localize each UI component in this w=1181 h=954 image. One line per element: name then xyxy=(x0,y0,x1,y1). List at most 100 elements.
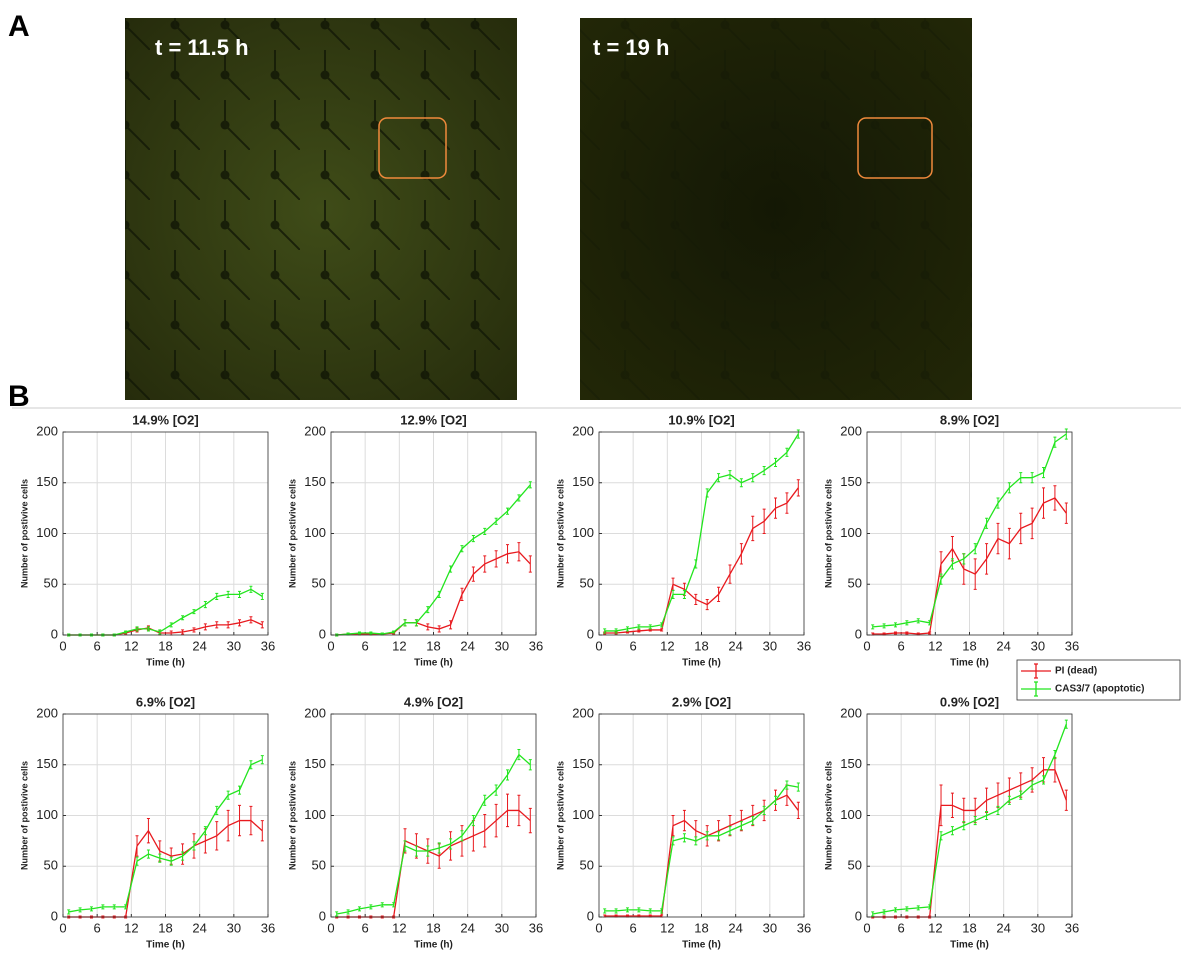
chart-title: 14.9% [O2] xyxy=(132,412,198,427)
x-tick-label: 36 xyxy=(261,920,275,935)
y-tick-label: 150 xyxy=(572,756,594,771)
chart: 0 6 12 18 24 30 36 0 50 100 150 200 14.9% [O2] Time (… xyxy=(19,412,275,668)
series-line xyxy=(872,723,1067,915)
x-tick-label: 12 xyxy=(124,638,138,653)
y-tick-label: 200 xyxy=(36,705,58,720)
error-bar xyxy=(335,911,339,917)
x-tick-label: 30 xyxy=(763,638,777,653)
chart-title: 8.9% [O2] xyxy=(940,412,999,427)
chart-title: 12.9% [O2] xyxy=(400,412,466,427)
plot-frame xyxy=(330,431,537,636)
error-bar xyxy=(871,911,875,917)
x-tick-label: 24 xyxy=(192,920,206,935)
x-tick-label: 18 xyxy=(158,920,172,935)
legend-swatch xyxy=(1021,681,1051,697)
x-axis-label: Time (h) xyxy=(682,940,721,951)
micrograph: t = 11.5 h xyxy=(125,18,517,400)
chart-title: 2.9% [O2] xyxy=(672,694,731,709)
error-bar xyxy=(1064,789,1068,811)
y-tick-label: 0 xyxy=(51,626,58,641)
x-tick-label: 0 xyxy=(59,638,66,653)
series-line xyxy=(336,753,531,915)
y-axis-label: Number of postivive cells xyxy=(823,761,833,870)
y-tick-label: 0 xyxy=(855,626,862,641)
y-tick-label: 0 xyxy=(587,908,594,923)
y-axis-label: Number of postivive cells xyxy=(555,761,565,870)
series-line xyxy=(604,487,799,634)
x-tick-label: 12 xyxy=(124,920,138,935)
plot-frame xyxy=(866,713,1073,918)
legend: PI (dead) CAS3/7 (apoptotic) xyxy=(1016,659,1181,701)
x-tick-label: 18 xyxy=(962,920,976,935)
error-bar xyxy=(260,621,264,629)
error-bar xyxy=(1064,502,1068,524)
x-tick-label: 24 xyxy=(728,920,742,935)
x-tick-label: 6 xyxy=(94,920,101,935)
x-tick-label: 18 xyxy=(694,920,708,935)
panel-label: A xyxy=(8,10,30,43)
error-bar xyxy=(528,555,532,573)
y-tick-label: 200 xyxy=(840,705,862,720)
x-tick-label: 12 xyxy=(392,920,406,935)
micrograph: t = 19 h xyxy=(580,18,972,400)
series-line xyxy=(68,759,263,913)
y-tick-label: 50 xyxy=(312,576,326,591)
chart: 0 6 12 18 24 30 36 0 50 100 150 200 2.9% [O2] Time (h… xyxy=(555,694,811,950)
x-tick-label: 18 xyxy=(694,638,708,653)
y-tick-label: 150 xyxy=(36,474,58,489)
error-bar xyxy=(603,908,607,914)
series-line xyxy=(604,784,799,912)
x-tick-label: 36 xyxy=(529,638,543,653)
y-tick-label: 100 xyxy=(36,525,58,540)
x-tick-label: 6 xyxy=(898,638,905,653)
y-axis-label: Number of postivive cells xyxy=(19,761,29,870)
chart: 0 6 12 18 24 30 36 0 50 100 150 200 0.9% [O2] Time (h… xyxy=(823,694,1079,950)
y-tick-label: 100 xyxy=(304,525,326,540)
y-tick-label: 50 xyxy=(44,858,58,873)
x-tick-label: 0 xyxy=(327,638,334,653)
plot-frame xyxy=(598,431,805,636)
x-axis-label: Time (h) xyxy=(682,658,721,669)
series-line xyxy=(872,497,1067,635)
error-bar xyxy=(796,429,800,439)
y-tick-label: 150 xyxy=(840,756,862,771)
chart: 0 6 12 18 24 30 36 0 50 100 150 200 12.9% [O2] Time (… xyxy=(287,412,543,668)
x-tick-label: 12 xyxy=(660,638,674,653)
plot-frame xyxy=(62,713,269,918)
y-tick-label: 0 xyxy=(319,626,326,641)
legend-box xyxy=(1016,659,1181,701)
chart: 0 6 12 18 24 30 36 0 50 100 150 200 8.9% [O2] Time (h… xyxy=(823,412,1079,668)
chart: 0 6 12 18 24 30 36 0 50 100 150 200 6.9% [O2] Time (h… xyxy=(19,694,275,950)
x-tick-label: 30 xyxy=(495,920,509,935)
error-bar xyxy=(260,755,264,765)
x-tick-label: 36 xyxy=(797,920,811,935)
x-tick-label: 6 xyxy=(362,920,369,935)
error-bar xyxy=(260,820,264,842)
x-tick-label: 6 xyxy=(630,920,637,935)
y-tick-label: 0 xyxy=(587,626,594,641)
x-tick-label: 36 xyxy=(1065,638,1079,653)
y-axis-label: Number of postivive cells xyxy=(287,761,297,870)
error-bar xyxy=(603,628,607,634)
y-tick-label: 200 xyxy=(304,423,326,438)
plot-frame xyxy=(330,713,537,918)
error-bar xyxy=(796,801,800,820)
error-bar xyxy=(260,592,264,600)
legend-label: CAS3/7 (apoptotic) xyxy=(1055,684,1144,695)
x-tick-label: 0 xyxy=(863,920,870,935)
y-tick-label: 100 xyxy=(840,807,862,822)
y-tick-label: 50 xyxy=(848,858,862,873)
x-tick-label: 36 xyxy=(529,920,543,935)
x-tick-label: 30 xyxy=(763,920,777,935)
error-bar xyxy=(871,624,875,630)
series-line xyxy=(872,433,1067,628)
y-tick-label: 100 xyxy=(572,807,594,822)
x-tick-label: 18 xyxy=(426,920,440,935)
error-bar xyxy=(1064,428,1068,440)
y-tick-label: 50 xyxy=(580,576,594,591)
x-tick-label: 0 xyxy=(59,920,66,935)
x-tick-label: 0 xyxy=(595,638,602,653)
x-tick-label: 0 xyxy=(863,638,870,653)
x-tick-label: 6 xyxy=(362,638,369,653)
